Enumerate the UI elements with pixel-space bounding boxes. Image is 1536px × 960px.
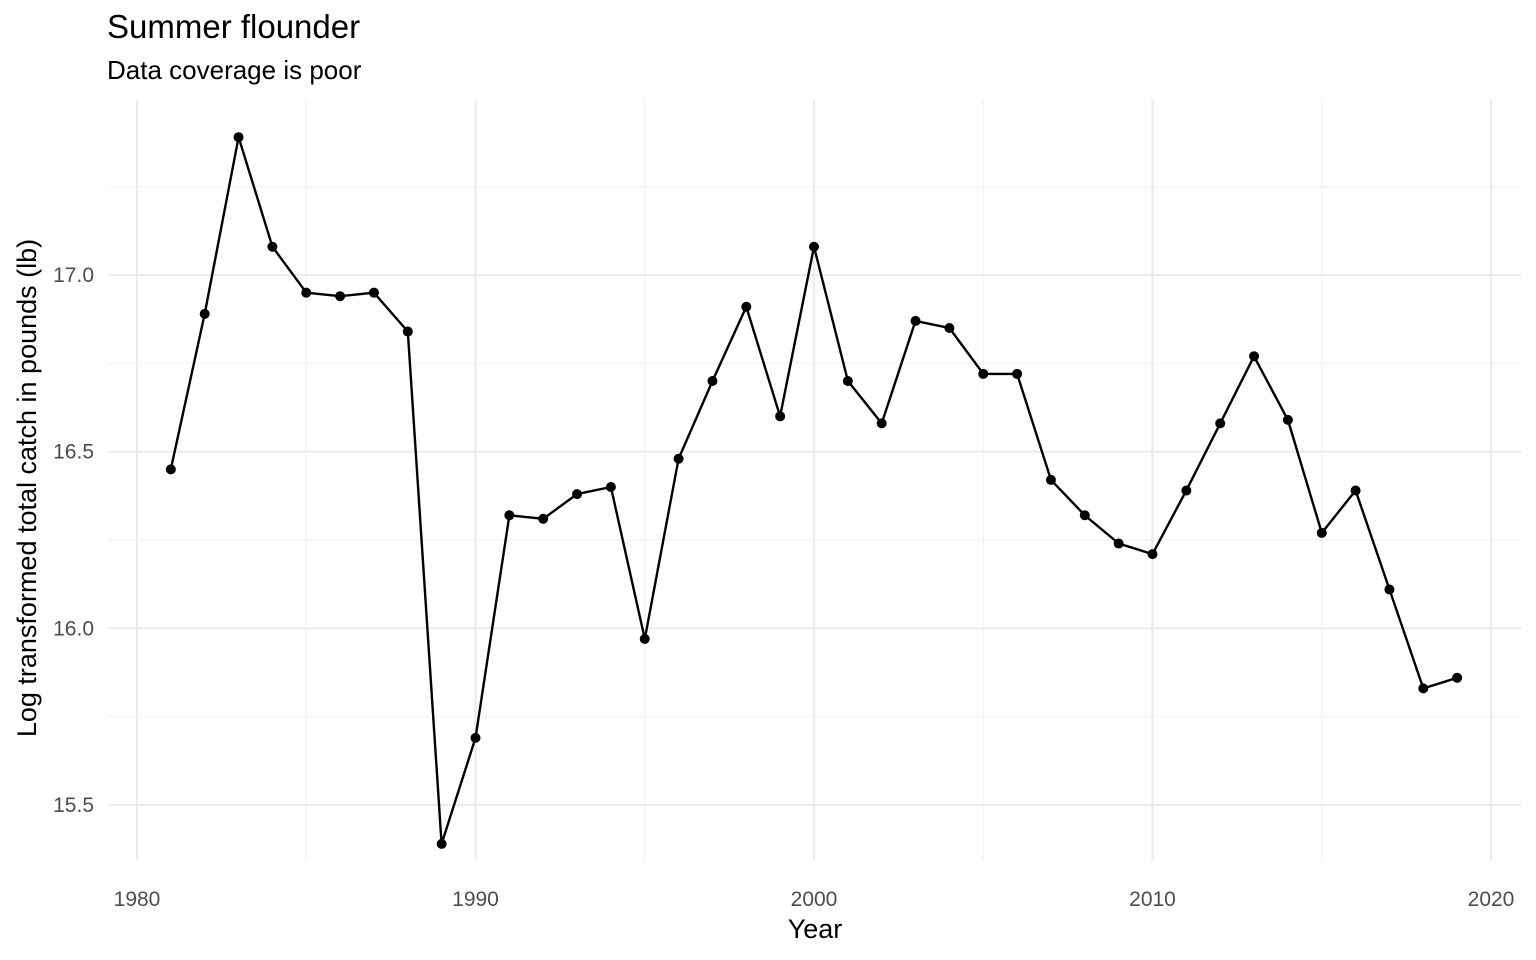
data-point (1181, 485, 1192, 496)
data-point (1045, 474, 1056, 485)
data-point (1012, 368, 1023, 379)
major-gridlines (108, 100, 1521, 860)
data-point (910, 315, 921, 326)
data-point (199, 308, 210, 319)
data-point (470, 732, 481, 743)
chart-title: Summer flounder (107, 8, 360, 45)
x-tick-label: 1990 (452, 888, 499, 911)
data-point (1147, 549, 1158, 560)
data-point (707, 376, 718, 386)
x-tick-label: 2020 (1468, 888, 1515, 911)
data-point (1418, 683, 1429, 694)
data-point (809, 241, 819, 252)
data-point (639, 633, 650, 644)
x-tick-label: 1980 (114, 888, 161, 911)
data-point (1350, 485, 1361, 496)
data-point (335, 291, 346, 302)
data-point (301, 287, 312, 298)
data-point (673, 453, 684, 464)
data-point (1215, 418, 1226, 429)
data-point (538, 513, 549, 524)
data-point (402, 326, 413, 337)
data-point (775, 411, 786, 422)
data-point (876, 418, 887, 429)
y-axis-ticks: 15.5 16.0 16.5 17.0 (53, 264, 94, 817)
y-tick-label: 16.0 (53, 617, 94, 640)
data-point (605, 482, 616, 492)
data-point (572, 489, 583, 500)
data-point (504, 510, 515, 521)
x-tick-label: 2010 (1129, 888, 1176, 911)
y-tick-label: 16.5 (53, 441, 94, 464)
x-axis-ticks: 1980 1990 2000 2010 2020 (114, 888, 1515, 911)
x-axis-title: Year (788, 914, 843, 944)
data-point (1113, 538, 1124, 549)
data-point (1079, 510, 1090, 521)
data-point (1282, 414, 1293, 425)
y-tick-label: 15.5 (53, 794, 94, 817)
data-point (978, 368, 989, 379)
data-point (267, 241, 278, 252)
data-point (944, 323, 955, 333)
data-point (1384, 584, 1395, 595)
data-point (842, 376, 853, 386)
data-point (1249, 351, 1260, 362)
y-axis-title: Log transformed total catch in pounds (l… (12, 239, 42, 737)
data-point (1452, 672, 1463, 683)
data-point (233, 132, 244, 143)
x-tick-label: 2000 (791, 888, 838, 911)
data-series (165, 132, 1463, 849)
data-point (436, 838, 447, 849)
y-tick-label: 17.0 (53, 264, 94, 287)
data-point (368, 287, 379, 298)
data-point (741, 301, 752, 312)
data-point (165, 464, 176, 475)
data-point (1316, 527, 1327, 538)
chart-subtitle: Data coverage is poor (107, 55, 362, 85)
